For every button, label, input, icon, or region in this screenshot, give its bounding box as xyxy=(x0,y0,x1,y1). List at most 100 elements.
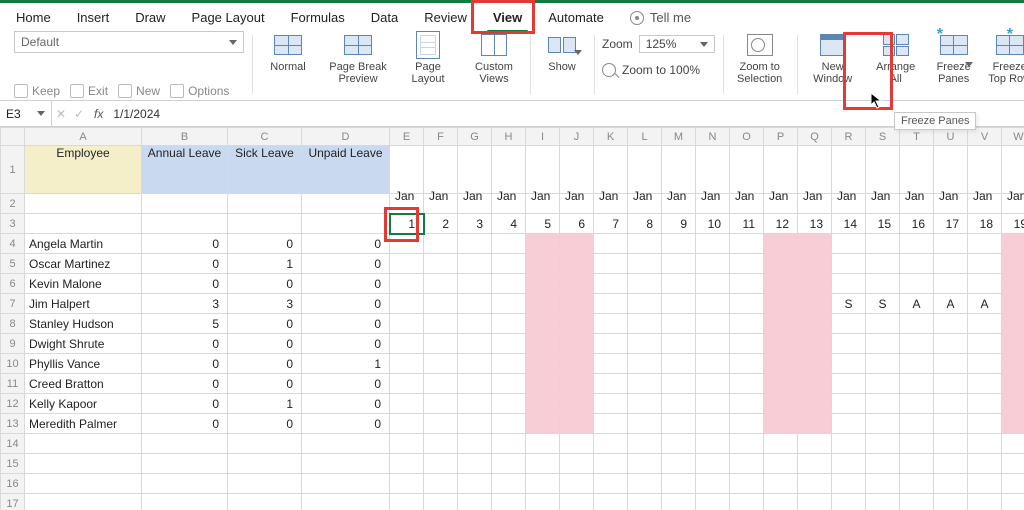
day-cell[interactable] xyxy=(560,274,594,294)
cell[interactable] xyxy=(866,146,900,194)
cell[interactable] xyxy=(968,146,1002,194)
cell[interactable] xyxy=(594,434,628,454)
leave-cell[interactable]: 0 xyxy=(228,274,302,294)
cell[interactable] xyxy=(798,146,832,194)
cell[interactable] xyxy=(424,494,458,510)
day-cell[interactable] xyxy=(662,374,696,394)
menu-formulas[interactable]: Formulas xyxy=(287,8,349,27)
col-header[interactable]: E xyxy=(390,128,424,146)
day-cell[interactable] xyxy=(900,274,934,294)
day-cell[interactable] xyxy=(730,254,764,274)
cell[interactable] xyxy=(832,434,866,454)
cell[interactable] xyxy=(560,474,594,494)
day-cell[interactable] xyxy=(900,234,934,254)
day-cell[interactable] xyxy=(866,234,900,254)
day-cell[interactable] xyxy=(934,414,968,434)
day-cell[interactable] xyxy=(526,334,560,354)
day-cell[interactable] xyxy=(696,234,730,254)
cell[interactable] xyxy=(390,146,424,194)
cell[interactable] xyxy=(424,146,458,194)
cell[interactable] xyxy=(526,474,560,494)
day-cell[interactable] xyxy=(764,314,798,334)
day-cell[interactable] xyxy=(730,354,764,374)
leave-cell[interactable]: 0 xyxy=(302,254,390,274)
cell[interactable] xyxy=(662,474,696,494)
day-cell[interactable] xyxy=(526,354,560,374)
day-cell[interactable] xyxy=(458,274,492,294)
cell[interactable] xyxy=(662,434,696,454)
cell[interactable] xyxy=(228,474,302,494)
cell[interactable] xyxy=(696,494,730,510)
day-cell[interactable] xyxy=(798,294,832,314)
cell[interactable] xyxy=(25,194,142,214)
quick-options[interactable]: Options xyxy=(170,84,229,98)
row-header[interactable]: 6 xyxy=(1,274,25,294)
day-cell[interactable] xyxy=(390,314,424,334)
cell[interactable] xyxy=(866,494,900,510)
day-cell[interactable] xyxy=(730,374,764,394)
day-cell[interactable] xyxy=(662,394,696,414)
cell[interactable] xyxy=(968,434,1002,454)
day-cell[interactable] xyxy=(764,254,798,274)
leave-cell[interactable]: 0 xyxy=(142,254,228,274)
cell[interactable] xyxy=(492,474,526,494)
cell[interactable] xyxy=(458,494,492,510)
day-cell[interactable] xyxy=(560,414,594,434)
day-cell[interactable] xyxy=(594,234,628,254)
day-cell[interactable] xyxy=(1002,334,1024,354)
day-cell[interactable] xyxy=(594,354,628,374)
col-header[interactable]: H xyxy=(492,128,526,146)
day-cell[interactable]: 8 xyxy=(628,214,662,234)
cell[interactable] xyxy=(764,474,798,494)
cell[interactable] xyxy=(696,454,730,474)
cell[interactable] xyxy=(526,146,560,194)
day-cell[interactable]: 16 xyxy=(900,214,934,234)
row-header[interactable]: 17 xyxy=(1,494,25,510)
day-cell[interactable] xyxy=(832,254,866,274)
day-cell[interactable] xyxy=(866,374,900,394)
day-cell[interactable] xyxy=(934,234,968,254)
day-cell[interactable] xyxy=(764,334,798,354)
day-cell[interactable] xyxy=(730,314,764,334)
cell[interactable] xyxy=(492,454,526,474)
leave-cell[interactable]: 0 xyxy=(142,334,228,354)
cell[interactable] xyxy=(142,214,228,234)
day-cell[interactable]: 10 xyxy=(696,214,730,234)
employee-name[interactable]: Jim Halpert xyxy=(25,294,142,314)
col-header[interactable]: R xyxy=(832,128,866,146)
day-cell[interactable]: 1 xyxy=(390,214,424,234)
day-cell[interactable]: 18 xyxy=(968,214,1002,234)
menu-home[interactable]: Home xyxy=(12,8,55,27)
employee-name[interactable]: Angela Martin xyxy=(25,234,142,254)
day-cell[interactable] xyxy=(764,374,798,394)
quick-keep[interactable]: Keep xyxy=(14,84,60,98)
day-cell[interactable] xyxy=(798,394,832,414)
day-cell[interactable] xyxy=(628,254,662,274)
row-header[interactable]: 11 xyxy=(1,374,25,394)
row-header[interactable]: 5 xyxy=(1,254,25,274)
day-cell[interactable] xyxy=(1002,274,1024,294)
day-cell[interactable] xyxy=(560,374,594,394)
day-cell[interactable] xyxy=(560,394,594,414)
day-cell[interactable] xyxy=(526,314,560,334)
cell[interactable] xyxy=(764,434,798,454)
row-header[interactable]: 3 xyxy=(1,214,25,234)
cell[interactable] xyxy=(390,474,424,494)
day-cell[interactable] xyxy=(832,234,866,254)
cell[interactable] xyxy=(696,474,730,494)
day-cell[interactable] xyxy=(764,234,798,254)
cell[interactable] xyxy=(424,454,458,474)
cell[interactable] xyxy=(1002,146,1024,194)
show-button[interactable]: Show xyxy=(538,31,586,73)
cell[interactable] xyxy=(730,474,764,494)
day-cell[interactable] xyxy=(492,394,526,414)
cell[interactable] xyxy=(798,474,832,494)
cell[interactable] xyxy=(866,474,900,494)
cell[interactable] xyxy=(390,494,424,510)
col-header[interactable]: L xyxy=(628,128,662,146)
row-header[interactable]: 1 xyxy=(1,146,25,194)
day-cell[interactable] xyxy=(696,414,730,434)
cell[interactable] xyxy=(142,474,228,494)
day-cell[interactable]: 12 xyxy=(764,214,798,234)
day-cell[interactable] xyxy=(628,354,662,374)
